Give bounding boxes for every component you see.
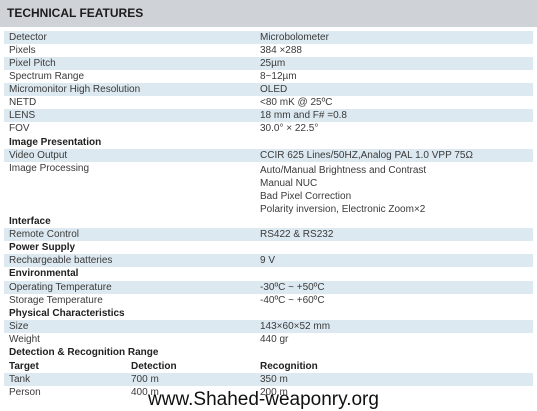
range-header-detection: Detection (131, 361, 177, 372)
spec-row: Operating Temperature -30ºC ~ +50ºC (4, 281, 533, 294)
range-table-header: Target Detection Recognition (4, 360, 533, 373)
spec-row: Spectrum Range 8~12µm (4, 70, 533, 83)
spec-label: Remote Control (9, 229, 80, 240)
spec-row: Micromonitor High Resolution OLED (4, 83, 533, 96)
spec-value: 440 gr (260, 334, 289, 345)
spec-value: 143×60×52 mm (260, 321, 331, 332)
spec-row: Storage Temperature -40ºC ~ +60ºC (4, 294, 533, 307)
spec-row: Video Output CCIR 625 Lines/50HZ,Analog … (4, 149, 533, 162)
watermark: www.Shahed-weaponry.org (148, 389, 379, 410)
spec-value: <80 mK @ 25ºC (260, 97, 333, 108)
spec-value: -40ºC ~ +60ºC (260, 295, 325, 306)
spec-label: Rechargeable batteries (9, 255, 113, 266)
image-processing-values: Auto/Manual Brightness and Contrast Manu… (260, 164, 426, 216)
spec-value: RS422 & RS232 (260, 229, 334, 240)
spec-row: Remote Control RS422 & RS232 (4, 228, 533, 241)
section-heading: Power Supply (4, 241, 533, 254)
spec-row: Pixel Pitch 25µm (4, 57, 533, 70)
spec-label: Micromonitor High Resolution (9, 84, 141, 95)
spec-label: Video Output (9, 150, 68, 161)
spec-row: Rechargeable batteries 9 V (4, 254, 533, 267)
spec-label: LENS (9, 110, 36, 121)
section-heading: Environmental (4, 267, 533, 280)
range-table-row: Person 400 m 200 m (4, 386, 533, 399)
section-heading-label: Image Presentation (9, 137, 102, 148)
range-recognition: 200 m (260, 387, 288, 398)
range-target: Person (9, 387, 41, 398)
spec-label: Operating Temperature (9, 282, 112, 293)
range-detection: 400 m (131, 387, 159, 398)
range-detection: 700 m (131, 374, 159, 385)
section-heading-label: Environmental (9, 268, 79, 279)
spec-label: Pixel Pitch (9, 58, 56, 69)
spec-label: Spectrum Range (9, 71, 85, 82)
section-title: TECHNICAL FEATURES (0, 0, 537, 27)
spec-label: Pixels (9, 45, 36, 56)
spec-value: 30.0° × 22.5° (260, 123, 319, 134)
spec-label: NETD (9, 97, 37, 108)
section-heading-label: Interface (9, 216, 51, 227)
spec-value: Manual NUC (260, 178, 318, 189)
spec-row: FOV 30.0° × 22.5° (4, 122, 533, 135)
spec-label: Image Processing (9, 163, 90, 174)
section-heading: Detection & Recognition Range (4, 346, 533, 359)
spec-value: OLED (260, 84, 288, 95)
spec-value: Auto/Manual Brightness and Contrast (260, 165, 427, 176)
range-table-row: Tank 700 m 350 m (4, 373, 533, 386)
spec-row: Pixels 384 ×288 (4, 44, 533, 57)
spec-label: FOV (9, 123, 30, 134)
range-header-target: Target (9, 361, 39, 372)
spec-value: 18 mm and F# =0.8 (260, 110, 347, 121)
spec-label: Weight (9, 334, 40, 345)
range-target: Tank (9, 374, 31, 385)
section-heading: Interface (4, 215, 533, 228)
spec-label: Detector (9, 32, 47, 43)
range-header-recognition: Recognition (260, 361, 318, 372)
spec-row: Size 143×60×52 mm (4, 320, 533, 333)
spec-row: LENS 18 mm and F# =0.8 (4, 109, 533, 122)
spec-value: 384 ×288 (260, 45, 302, 56)
section-heading: Physical Characteristics (4, 307, 533, 320)
spec-label: Size (9, 321, 29, 332)
spec-value: -30ºC ~ +50ºC (260, 282, 325, 293)
spec-row: NETD <80 mK @ 25ºC (4, 96, 533, 109)
section-heading-label: Physical Characteristics (9, 308, 125, 319)
section-heading-label: Power Supply (9, 242, 76, 253)
spec-value: Microbolometer (260, 32, 329, 43)
spec-row: Detector Microbolometer (4, 31, 533, 44)
spec-value: CCIR 625 Lines/50HZ,Analog PAL 1.0 VPP 7… (260, 150, 473, 161)
range-recognition: 350 m (260, 374, 288, 385)
spec-row: Weight 440 gr (4, 333, 533, 346)
spec-value: 25µm (260, 58, 286, 69)
section-heading-label: Detection & Recognition Range (9, 347, 159, 358)
spec-value: 9 V (260, 255, 276, 266)
spec-value: 8~12µm (260, 71, 297, 82)
spec-label: Storage Temperature (9, 295, 103, 306)
section-heading: Image Presentation (4, 136, 533, 149)
spec-row: Image Processing (4, 162, 533, 175)
spec-value: Bad Pixel Correction (260, 191, 352, 202)
spec-value: Polarity inversion, Electronic Zoom×2 (260, 204, 426, 215)
